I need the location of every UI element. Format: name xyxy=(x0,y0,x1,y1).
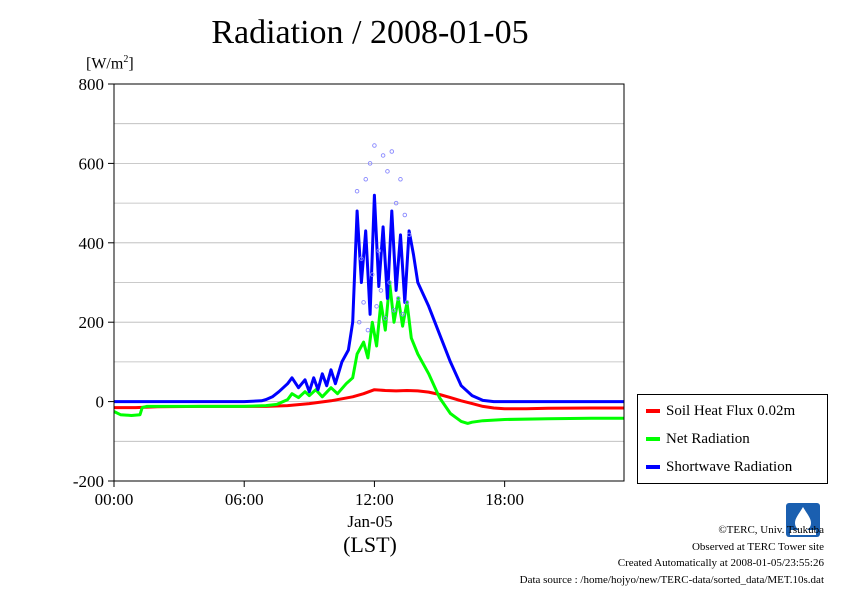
sample-point xyxy=(396,296,401,301)
sample-point xyxy=(380,153,386,158)
sample-point xyxy=(370,272,375,277)
y-axis-unit-label: [W/m2] xyxy=(86,54,134,73)
y-tick-label: 800 xyxy=(79,75,105,94)
plot-frame xyxy=(113,83,625,482)
sample-point xyxy=(374,304,379,309)
y-tick-label: 0 xyxy=(96,393,105,412)
sample-point xyxy=(400,312,405,317)
credits: ©TERC, Univ. Tsukuba Observed at TERC To… xyxy=(520,522,824,588)
y-tick-label: -200 xyxy=(73,472,104,491)
y-tick-label: 600 xyxy=(79,154,105,173)
sample-point xyxy=(389,149,395,154)
sample-point xyxy=(406,232,412,238)
sample-point xyxy=(404,300,410,305)
sample-point xyxy=(391,308,397,313)
sample-point xyxy=(376,248,382,253)
legend-label: Soil Heat Flux 0.02m xyxy=(666,402,796,419)
sample-point xyxy=(363,177,368,182)
x-tick-label: 06:00 xyxy=(225,490,264,509)
sample-point xyxy=(359,256,364,261)
x-axis-label: (LST) xyxy=(343,532,397,557)
credit-site: Observed at TERC Tower site xyxy=(691,540,824,553)
sample-point xyxy=(383,315,388,321)
legend-item-soil-heat-flux: Soil Heat Flux 0.02m xyxy=(646,401,795,421)
terc-logo-icon xyxy=(786,503,820,537)
credit-copyright: ©TERC, Univ. Tsukuba xyxy=(718,524,824,536)
credit-created: Created Automatically at 2008-01-05/23:5… xyxy=(617,557,824,569)
date-label: Jan-05 xyxy=(347,512,393,531)
y-tick-label: 400 xyxy=(79,234,105,253)
sample-point xyxy=(365,327,371,333)
x-tick-label: 18:00 xyxy=(485,490,524,509)
credit-source: Data source : /home/hojyo/new/TERC-data/… xyxy=(519,573,824,586)
sample-point xyxy=(378,288,384,293)
legend-swatch-blue xyxy=(646,465,660,469)
x-tick-label: 12:00 xyxy=(355,490,394,509)
legend-item-net-radiation: Net Radiation xyxy=(646,429,750,449)
legend: Soil Heat Flux 0.02m Net Radiation Short… xyxy=(637,394,828,484)
sample-point xyxy=(372,143,377,148)
sample-point xyxy=(385,169,390,174)
sample-point xyxy=(361,300,366,305)
legend-item-shortwave-radiation: Shortwave Radiation xyxy=(646,457,792,477)
sample-point xyxy=(367,161,373,166)
sample-point xyxy=(393,200,399,206)
series-group xyxy=(113,143,624,425)
y-tick-label: 200 xyxy=(79,313,105,332)
series-line-3 xyxy=(114,193,624,404)
series-line-2 xyxy=(113,281,624,425)
sample-point xyxy=(402,212,408,218)
sample-point xyxy=(398,177,403,182)
legend-swatch-green xyxy=(646,437,660,441)
sample-point xyxy=(356,319,362,325)
sample-point xyxy=(354,188,360,194)
axis-ticks: -200 0 200 400 600 800 00:00 06:00 12:00 18:00 xyxy=(73,75,524,509)
chart-title: Radiation / 2008-01-05 xyxy=(211,14,529,51)
x-tick-label: 00:00 xyxy=(95,490,134,509)
sample-point xyxy=(387,280,392,285)
legend-swatch-red xyxy=(646,409,660,413)
legend-label: Net Radiation xyxy=(666,430,750,447)
legend-label: Shortwave Radiation xyxy=(666,458,793,475)
